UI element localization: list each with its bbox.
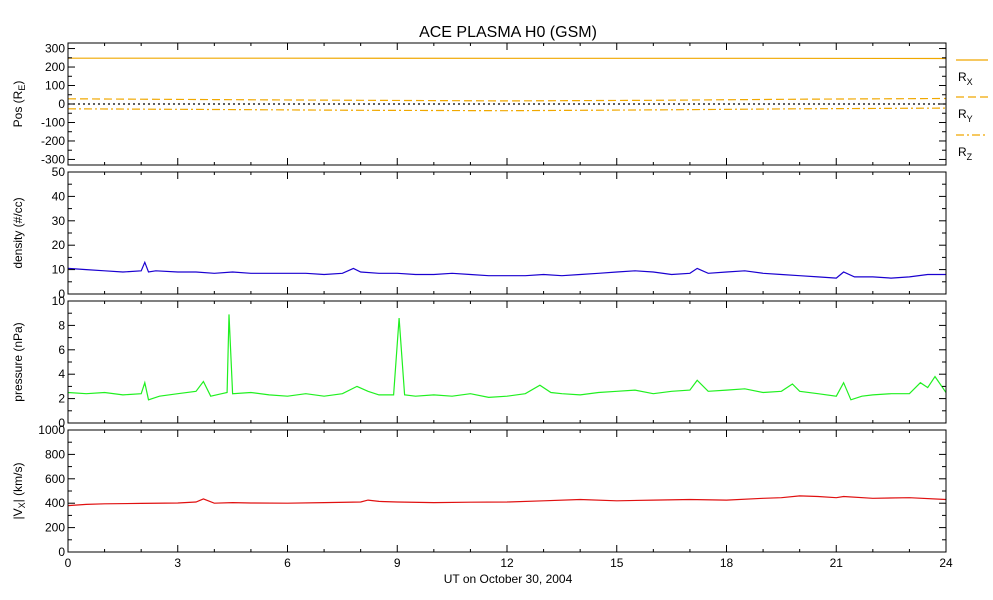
y-tick-label: -300 <box>41 152 65 166</box>
legend-label-text: R <box>958 145 967 159</box>
y-axis-label: Pos (RE) <box>11 81 27 128</box>
y-tick-label: 100 <box>45 79 65 93</box>
y-tick-label: 10 <box>52 294 66 308</box>
y-axis-label-subscript: E <box>17 85 27 91</box>
y-tick-label: 1000 <box>38 423 65 437</box>
y-tick-label: 8 <box>58 318 65 332</box>
y-axis-label: pressure (nPa) <box>11 322 25 401</box>
y-axis-label-end: | (km/s) <box>11 463 25 503</box>
panel-3: 1000 800 600 400 200 0 |VX| (km/s) <box>11 423 947 559</box>
x-axis: 0 3 6 9 12 15 18 21 24 <box>65 556 953 570</box>
y-tick-label: 30 <box>52 214 66 228</box>
legend-label: RX <box>958 70 973 87</box>
x-tick-label: 15 <box>610 556 624 570</box>
panel-1: 50 40 30 20 10 0 density (#/cc) <box>11 165 947 301</box>
y-tick-label: 600 <box>45 472 65 486</box>
series-line-2-0 <box>68 314 946 401</box>
legend-label-subscript: Z <box>967 152 973 162</box>
y-axis-label-text: Pos (R <box>11 90 25 127</box>
x-tick-label: 9 <box>394 556 401 570</box>
y-tick-label: 4 <box>58 367 65 381</box>
legend-label-subscript: Y <box>967 114 973 124</box>
x-tick-label: 12 <box>500 556 514 570</box>
series-line-0-2 <box>68 107 946 112</box>
y-tick-label: 200 <box>45 60 65 74</box>
y-tick-label: 300 <box>45 42 65 56</box>
panel-0: 300 200 100 0 -100 -200 -300 Pos (RE) <box>11 42 947 166</box>
y-tick-label: 20 <box>52 238 66 252</box>
x-tick-label: 18 <box>720 556 734 570</box>
y-axis-label-text: |V <box>11 508 25 519</box>
legend-label-subscript: X <box>967 77 973 87</box>
series-line-1-0 <box>68 260 946 279</box>
y-axis-label-subscript: X <box>17 502 27 508</box>
y-tick-label: 0 <box>58 416 65 430</box>
x-tick-label: 0 <box>65 556 72 570</box>
y-tick-label: 200 <box>45 521 65 535</box>
y-tick-label: -200 <box>41 134 65 148</box>
y-tick-label: 0 <box>58 97 65 111</box>
y-axis-label: |VX| (km/s) <box>11 463 27 520</box>
y-tick-label: 10 <box>52 263 66 277</box>
legend-label-text: R <box>958 107 967 121</box>
series-line-0-1 <box>68 97 946 102</box>
x-axis-label: UT on October 30, 2004 <box>444 572 573 586</box>
y-tick-label: 2 <box>58 392 65 406</box>
y-tick-label: 400 <box>45 496 65 510</box>
x-tick-label: 24 <box>939 556 953 570</box>
y-axis-label-text: density (#/cc) <box>11 197 25 268</box>
y-tick-label: -100 <box>41 115 65 129</box>
y-tick-label: 800 <box>45 447 65 461</box>
y-axis-label-end: ) <box>11 81 25 85</box>
y-tick-label: 40 <box>52 189 66 203</box>
chart-title: ACE PLASMA H0 (GSM) <box>419 24 597 41</box>
legend-label: RY <box>958 107 973 124</box>
y-tick-label: 6 <box>58 343 65 357</box>
y-tick-label: 50 <box>52 165 66 179</box>
panel-frame <box>67 300 947 424</box>
panel-frame <box>67 429 947 553</box>
x-tick-label: 3 <box>174 556 181 570</box>
y-tick-label: 0 <box>58 287 65 301</box>
legend-label-text: R <box>958 70 967 84</box>
y-axis-label: density (#/cc) <box>11 197 25 268</box>
x-tick-label: 6 <box>284 556 291 570</box>
y-axis-label-text: pressure (nPa) <box>11 322 25 401</box>
panel-2: 10 8 6 4 2 0 pressure (nPa) <box>11 294 947 430</box>
x-tick-label: 21 <box>830 556 844 570</box>
y-tick-label: 0 <box>58 545 65 559</box>
series-line-3-0 <box>68 495 946 507</box>
legend-label: RZ <box>958 145 973 162</box>
